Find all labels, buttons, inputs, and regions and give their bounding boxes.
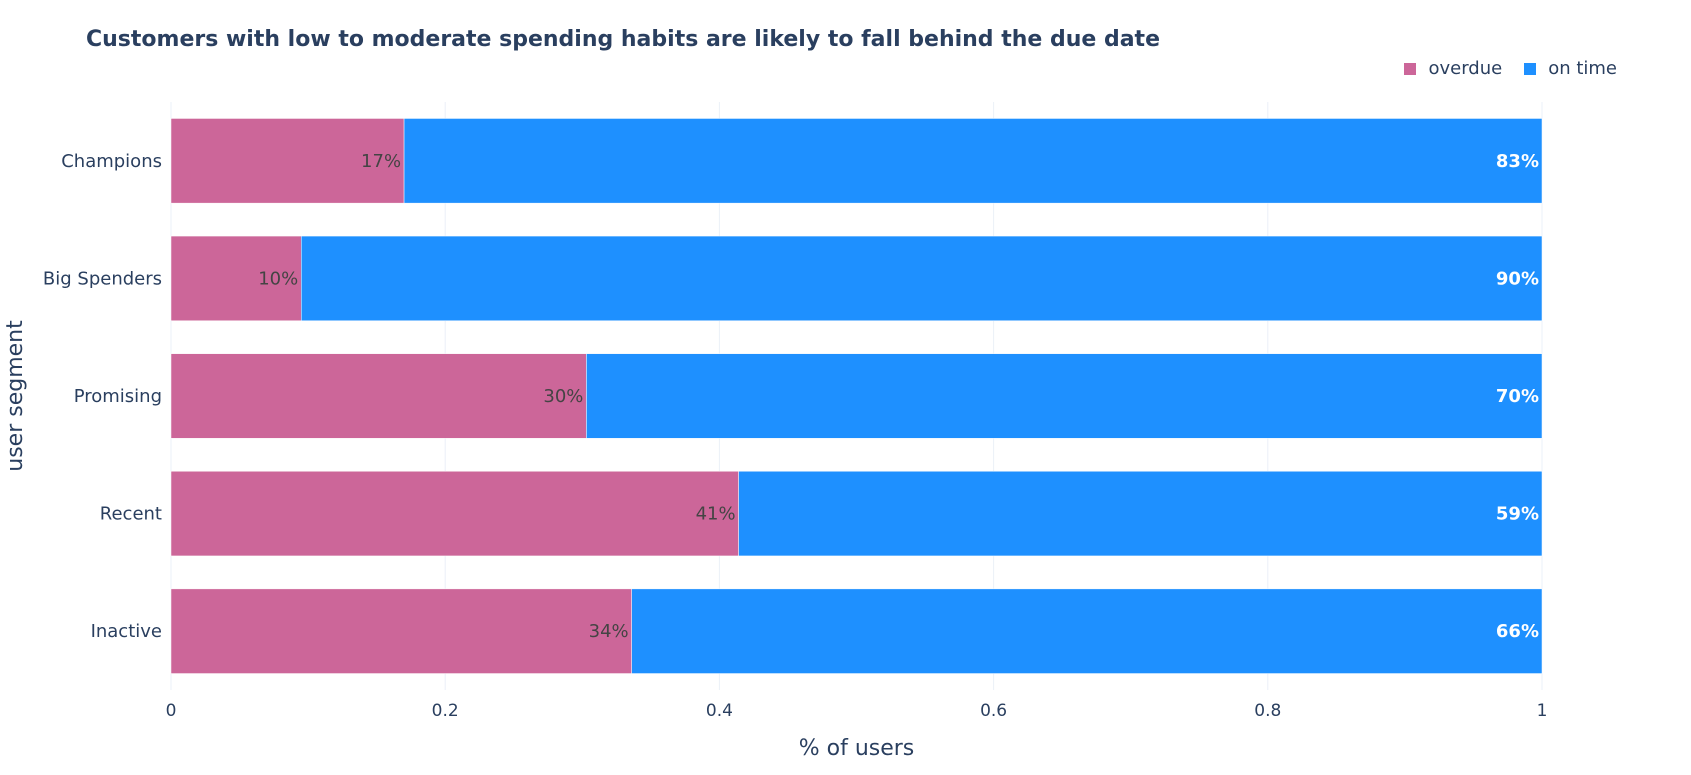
bar-overdue-3 <box>170 471 739 557</box>
bar-on-time-1 <box>300 235 1543 321</box>
legend-label-on-time: on time <box>1548 58 1617 79</box>
x-tick-label-0: 0 <box>166 701 177 721</box>
data-label-overdue-1: 10% <box>258 268 298 289</box>
data-label-overdue-0: 17% <box>361 151 401 172</box>
axis-layer: Champions Big Spenders Promising Recent Inac… <box>3 151 1547 761</box>
bar-overdue-2 <box>170 353 587 439</box>
data-label-overdue-2: 30% <box>543 386 583 407</box>
data-label-on-time-0: 83% <box>1496 151 1539 172</box>
bar-on-time-0 <box>403 118 1543 204</box>
data-label-on-time-2: 70% <box>1496 386 1539 407</box>
legend: overdue on time <box>1382 58 1617 79</box>
bar-on-time-3 <box>738 471 1543 557</box>
bar-overdue-1 <box>170 235 302 321</box>
data-label-on-time-3: 59% <box>1496 504 1539 525</box>
y-tick-label-4: Inactive <box>91 621 162 642</box>
data-label-overdue-4: 34% <box>589 621 629 642</box>
chart-title: Customers with low to moderate spending … <box>86 27 1160 52</box>
data-label-on-time-4: 66% <box>1496 621 1539 642</box>
legend-label-overdue: overdue <box>1428 58 1503 79</box>
legend-swatch-on-time <box>1524 62 1537 75</box>
x-tick-label-1: 0.2 <box>432 701 459 721</box>
bar-on-time-4 <box>631 588 1543 674</box>
bar-overdue-4 <box>170 588 632 674</box>
y-tick-label-3: Recent <box>100 504 162 525</box>
data-label-overdue-3: 41% <box>696 504 736 525</box>
legend-swatch-overdue <box>1404 62 1417 75</box>
x-tick-label-3: 0.6 <box>980 701 1007 721</box>
data-labels-layer: 17% 83% 10% 90% 30% 70% 41% 59% 34% 66% <box>258 151 1539 642</box>
data-label-on-time-1: 90% <box>1496 268 1539 289</box>
y-tick-label-1: Big Spenders <box>43 268 162 289</box>
y-axis-title: user segment <box>3 320 28 472</box>
bars-layer <box>170 118 1543 674</box>
legend-item-overdue[interactable]: overdue <box>1404 58 1502 79</box>
x-tick-label-4: 0.8 <box>1254 701 1281 721</box>
y-tick-label-2: Promising <box>74 386 162 407</box>
bar-on-time-2 <box>586 353 1543 439</box>
y-tick-label-0: Champions <box>61 151 162 172</box>
legend-item-on-time[interactable]: on time <box>1524 58 1617 79</box>
bar-overdue-0 <box>170 118 405 204</box>
x-axis-title: % of users <box>799 736 915 761</box>
x-tick-label-2: 0.4 <box>706 701 733 721</box>
x-tick-label-5: 1 <box>1537 701 1548 721</box>
